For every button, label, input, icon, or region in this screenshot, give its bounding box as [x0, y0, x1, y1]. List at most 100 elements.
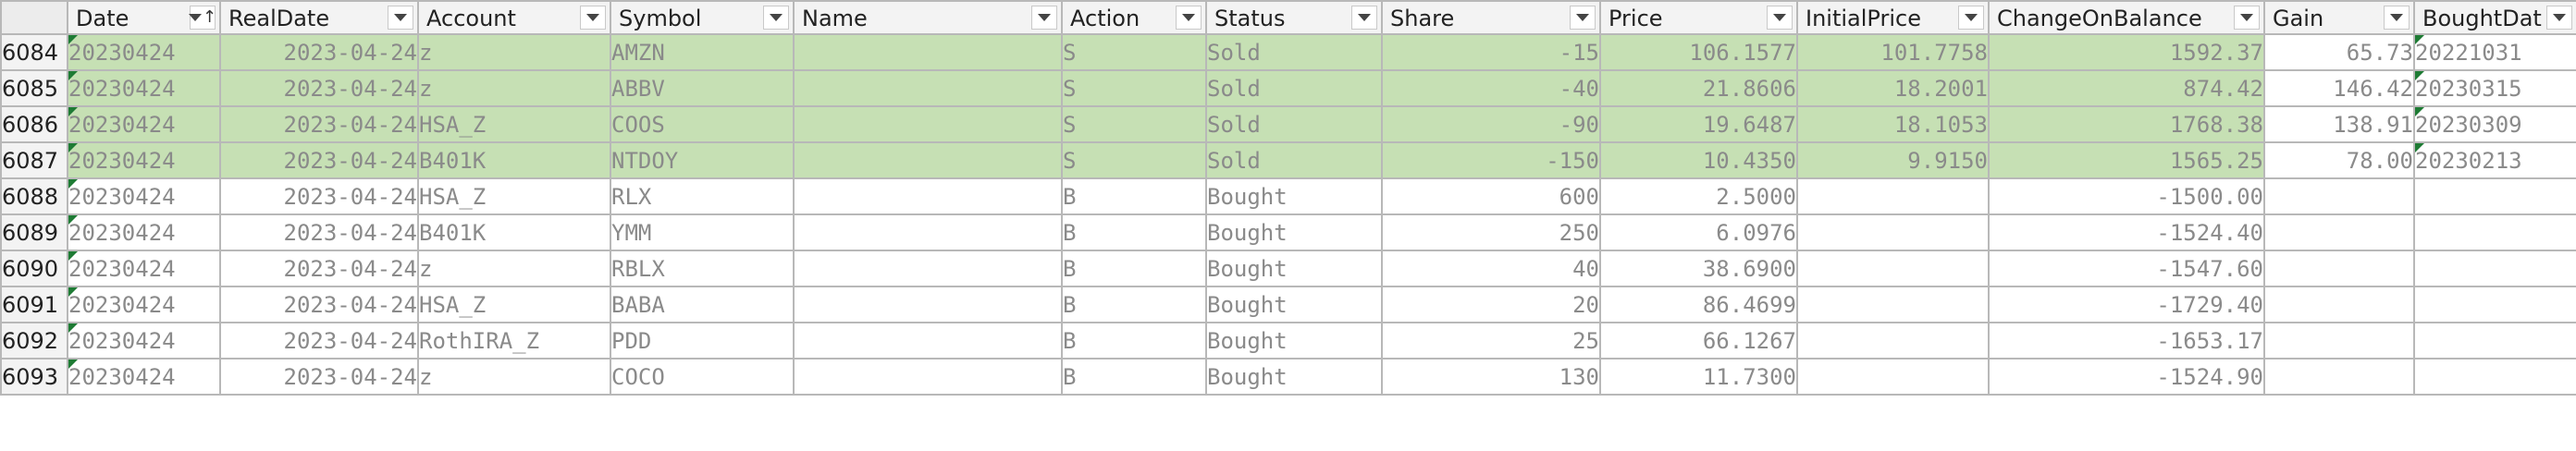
cell-realdate[interactable]: 2023-04-24: [219, 69, 419, 107]
filter-dropdown-button[interactable]: [1767, 6, 1793, 30]
cell-date[interactable]: 20230424: [67, 177, 221, 215]
row-number-header[interactable]: 6092: [0, 322, 68, 360]
cell-price[interactable]: 106.1577: [1599, 33, 1798, 71]
cell-symbol[interactable]: AMZN: [610, 33, 795, 71]
column-header-date[interactable]: Date ↑: [67, 0, 221, 35]
cell-gain[interactable]: 78.00: [2263, 141, 2415, 179]
cell-realdate[interactable]: 2023-04-24: [219, 286, 419, 323]
select-all-corner[interactable]: [0, 0, 68, 35]
cell-initialprice[interactable]: 9.9150: [1796, 141, 1990, 179]
cell-name[interactable]: [793, 33, 1063, 71]
cell-changeonbalance[interactable]: -1653.17: [1988, 322, 2265, 360]
cell-initialprice[interactable]: [1796, 177, 1990, 215]
cell-changeonbalance[interactable]: -1729.40: [1988, 286, 2265, 323]
cell-boughtdate[interactable]: [2413, 286, 2576, 323]
cell-date[interactable]: 20230424: [67, 250, 221, 287]
cell-action[interactable]: S: [1061, 105, 1207, 143]
cell-status[interactable]: Sold: [1205, 141, 1383, 179]
cell-changeonbalance[interactable]: -1524.40: [1988, 213, 2265, 251]
cell-share[interactable]: 40: [1381, 250, 1601, 287]
cell-realdate[interactable]: 2023-04-24: [219, 177, 419, 215]
filter-dropdown-button[interactable]: [580, 6, 606, 30]
filter-dropdown-button[interactable]: [1176, 6, 1202, 30]
cell-price[interactable]: 10.4350: [1599, 141, 1798, 179]
cell-account[interactable]: HSA_Z: [417, 177, 611, 215]
cell-account[interactable]: RothIRA_Z: [417, 322, 611, 360]
cell-share[interactable]: 250: [1381, 213, 1601, 251]
cell-changeonbalance[interactable]: -1524.90: [1988, 358, 2265, 396]
filter-dropdown-button[interactable]: [1031, 6, 1057, 30]
column-header-status[interactable]: Status: [1205, 0, 1383, 35]
cell-initialprice[interactable]: 18.2001: [1796, 69, 1990, 107]
cell-changeonbalance[interactable]: -1500.00: [1988, 177, 2265, 215]
row-number-header[interactable]: 6089: [0, 213, 68, 251]
cell-date[interactable]: 20230424: [67, 286, 221, 323]
cell-status[interactable]: Bought: [1205, 177, 1383, 215]
cell-symbol[interactable]: COOS: [610, 105, 795, 143]
cell-realdate[interactable]: 2023-04-24: [219, 358, 419, 396]
cell-changeonbalance[interactable]: -1547.60: [1988, 250, 2265, 287]
cell-share[interactable]: 20: [1381, 286, 1601, 323]
cell-price[interactable]: 21.8606: [1599, 69, 1798, 107]
cell-account[interactable]: B401K: [417, 141, 611, 179]
column-header-account[interactable]: Account: [417, 0, 611, 35]
cell-gain[interactable]: [2263, 322, 2415, 360]
cell-gain[interactable]: [2263, 358, 2415, 396]
cell-action[interactable]: B: [1061, 322, 1207, 360]
cell-share[interactable]: 600: [1381, 177, 1601, 215]
cell-gain[interactable]: [2263, 213, 2415, 251]
cell-share[interactable]: 130: [1381, 358, 1601, 396]
cell-initialprice[interactable]: [1796, 250, 1990, 287]
cell-status[interactable]: Bought: [1205, 322, 1383, 360]
cell-boughtdate[interactable]: 20230309: [2413, 105, 2576, 143]
cell-name[interactable]: [793, 69, 1063, 107]
column-header-name[interactable]: Name: [793, 0, 1063, 35]
cell-initialprice[interactable]: [1796, 213, 1990, 251]
filter-dropdown-button[interactable]: [2384, 6, 2410, 30]
cell-account[interactable]: B401K: [417, 213, 611, 251]
cell-status[interactable]: Bought: [1205, 213, 1383, 251]
cell-symbol[interactable]: YMM: [610, 213, 795, 251]
cell-realdate[interactable]: 2023-04-24: [219, 33, 419, 71]
cell-price[interactable]: 66.1267: [1599, 322, 1798, 360]
column-header-initialprice[interactable]: InitialPrice: [1796, 0, 1990, 35]
cell-status[interactable]: Bought: [1205, 358, 1383, 396]
row-number-header[interactable]: 6086: [0, 105, 68, 143]
cell-action[interactable]: B: [1061, 213, 1207, 251]
cell-boughtdate[interactable]: [2413, 213, 2576, 251]
cell-account[interactable]: z: [417, 358, 611, 396]
cell-gain[interactable]: [2263, 177, 2415, 215]
column-header-boughtdate[interactable]: BoughtDat: [2413, 0, 2576, 35]
cell-changeonbalance[interactable]: 1768.38: [1988, 105, 2265, 143]
cell-price[interactable]: 2.5000: [1599, 177, 1798, 215]
cell-initialprice[interactable]: 101.7758: [1796, 33, 1990, 71]
cell-symbol[interactable]: COCO: [610, 358, 795, 396]
row-number-header[interactable]: 6088: [0, 177, 68, 215]
filter-dropdown-button[interactable]: [2234, 6, 2260, 30]
cell-gain[interactable]: 65.73: [2263, 33, 2415, 71]
cell-price[interactable]: 11.7300: [1599, 358, 1798, 396]
cell-symbol[interactable]: RBLX: [610, 250, 795, 287]
cell-share[interactable]: -90: [1381, 105, 1601, 143]
cell-gain[interactable]: [2263, 286, 2415, 323]
cell-date[interactable]: 20230424: [67, 105, 221, 143]
cell-share[interactable]: -40: [1381, 69, 1601, 107]
cell-initialprice[interactable]: 18.1053: [1796, 105, 1990, 143]
row-number-header[interactable]: 6087: [0, 141, 68, 179]
cell-account[interactable]: HSA_Z: [417, 105, 611, 143]
column-header-gain[interactable]: Gain: [2263, 0, 2415, 35]
sort-filter-button[interactable]: ↑: [188, 6, 216, 30]
cell-boughtdate[interactable]: [2413, 177, 2576, 215]
cell-share[interactable]: 25: [1381, 322, 1601, 360]
cell-share[interactable]: -150: [1381, 141, 1601, 179]
cell-symbol[interactable]: NTDOY: [610, 141, 795, 179]
cell-account[interactable]: z: [417, 69, 611, 107]
column-header-realdate[interactable]: RealDate: [219, 0, 419, 35]
cell-gain[interactable]: 146.42: [2263, 69, 2415, 107]
cell-date[interactable]: 20230424: [67, 358, 221, 396]
cell-changeonbalance[interactable]: 874.42: [1988, 69, 2265, 107]
filter-dropdown-button[interactable]: [1958, 6, 1984, 30]
cell-changeonbalance[interactable]: 1565.25: [1988, 141, 2265, 179]
cell-date[interactable]: 20230424: [67, 322, 221, 360]
cell-initialprice[interactable]: [1796, 358, 1990, 396]
